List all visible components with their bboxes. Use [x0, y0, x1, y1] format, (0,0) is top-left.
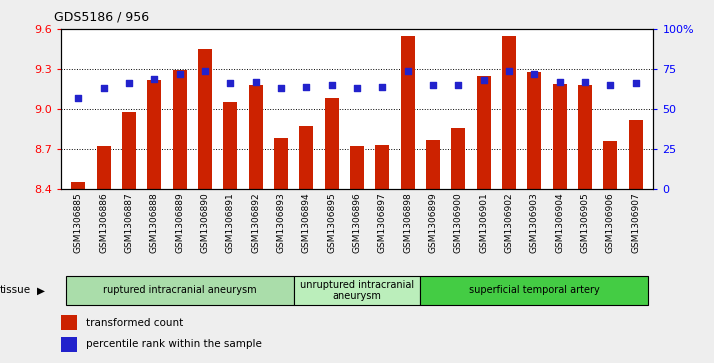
Bar: [97, 146, 111, 189]
Point: [478, 77, 489, 83]
Point: [630, 81, 641, 86]
Point: [402, 68, 413, 73]
Bar: [61, 315, 76, 330]
Bar: [578, 85, 592, 189]
Point: [554, 79, 565, 85]
Text: GSM1306905: GSM1306905: [580, 192, 590, 253]
Point: [225, 81, 236, 86]
Text: GSM1306903: GSM1306903: [530, 192, 539, 253]
Bar: [248, 85, 263, 189]
Text: GSM1306891: GSM1306891: [226, 192, 235, 253]
Bar: [553, 83, 567, 189]
Bar: [61, 337, 76, 352]
Text: superficial temporal artery: superficial temporal artery: [469, 285, 600, 295]
Text: GSM1306894: GSM1306894: [302, 192, 311, 253]
Text: tissue: tissue: [0, 285, 31, 295]
Bar: [350, 146, 364, 189]
Bar: [71, 182, 86, 189]
Point: [174, 71, 186, 77]
Text: GDS5186 / 956: GDS5186 / 956: [54, 11, 149, 24]
Point: [73, 95, 84, 101]
Text: GSM1306904: GSM1306904: [555, 192, 564, 253]
Bar: [122, 111, 136, 189]
Point: [301, 83, 312, 89]
Text: GSM1306906: GSM1306906: [605, 192, 615, 253]
Text: GSM1306901: GSM1306901: [479, 192, 488, 253]
Point: [98, 85, 109, 91]
Text: GSM1306897: GSM1306897: [378, 192, 387, 253]
Text: GSM1306887: GSM1306887: [124, 192, 134, 253]
Text: GSM1306900: GSM1306900: [454, 192, 463, 253]
Bar: [603, 141, 617, 189]
Point: [276, 85, 287, 91]
Point: [149, 76, 160, 81]
Point: [528, 71, 540, 77]
Point: [427, 82, 438, 88]
Bar: [502, 36, 516, 189]
Text: unruptured intracranial
aneurysm: unruptured intracranial aneurysm: [300, 280, 414, 301]
Bar: [528, 72, 541, 189]
FancyBboxPatch shape: [293, 276, 421, 305]
Text: GSM1306892: GSM1306892: [251, 192, 260, 253]
Text: GSM1306907: GSM1306907: [631, 192, 640, 253]
FancyBboxPatch shape: [66, 276, 293, 305]
Text: GSM1306890: GSM1306890: [201, 192, 209, 253]
Bar: [628, 119, 643, 189]
Text: GSM1306886: GSM1306886: [99, 192, 109, 253]
Text: GSM1306898: GSM1306898: [403, 192, 412, 253]
Text: GSM1306902: GSM1306902: [505, 192, 513, 253]
Point: [376, 83, 388, 89]
Bar: [173, 70, 186, 189]
Bar: [198, 49, 212, 189]
Bar: [299, 126, 313, 189]
Text: ▶: ▶: [37, 285, 45, 295]
Bar: [451, 127, 466, 189]
Bar: [401, 36, 415, 189]
Bar: [223, 102, 237, 189]
Text: GSM1306889: GSM1306889: [175, 192, 184, 253]
Point: [199, 68, 211, 73]
Point: [326, 82, 338, 88]
Point: [579, 79, 590, 85]
Point: [351, 85, 363, 91]
Text: GSM1306899: GSM1306899: [428, 192, 438, 253]
Bar: [274, 138, 288, 189]
Bar: [477, 76, 491, 189]
Bar: [325, 98, 338, 189]
Point: [124, 81, 135, 86]
Point: [605, 82, 616, 88]
Text: percentile rank within the sample: percentile rank within the sample: [86, 339, 261, 349]
Point: [503, 68, 515, 73]
Text: transformed count: transformed count: [86, 318, 183, 327]
FancyBboxPatch shape: [421, 276, 648, 305]
Bar: [376, 145, 389, 189]
Text: GSM1306893: GSM1306893: [276, 192, 286, 253]
Point: [453, 82, 464, 88]
Bar: [426, 139, 440, 189]
Text: GSM1306895: GSM1306895: [327, 192, 336, 253]
Point: [250, 79, 261, 85]
Bar: [147, 79, 161, 189]
Text: GSM1306885: GSM1306885: [74, 192, 83, 253]
Text: ruptured intracranial aneurysm: ruptured intracranial aneurysm: [103, 285, 256, 295]
Text: GSM1306896: GSM1306896: [353, 192, 361, 253]
Text: GSM1306888: GSM1306888: [150, 192, 159, 253]
